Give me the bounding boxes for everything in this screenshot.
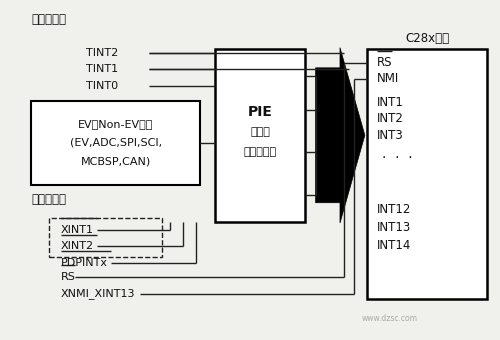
- Text: INT13: INT13: [378, 221, 412, 234]
- Text: XNMI_XINT13: XNMI_XINT13: [61, 289, 136, 300]
- Bar: [368, 49, 486, 299]
- Text: MCBSP,CAN): MCBSP,CAN): [80, 156, 151, 166]
- Text: RS: RS: [61, 272, 76, 282]
- Text: （外设: （外设: [250, 127, 270, 137]
- Bar: [215, 49, 304, 222]
- Text: INT14: INT14: [378, 239, 412, 252]
- Text: TINT2: TINT2: [86, 48, 118, 58]
- Text: PDPINTx: PDPINTx: [61, 258, 108, 268]
- Text: 内部中断源: 内部中断源: [31, 13, 66, 26]
- Text: (EV,ADC,SPI,SCI,: (EV,ADC,SPI,SCI,: [70, 138, 162, 148]
- Text: INT1: INT1: [378, 96, 404, 109]
- Bar: [49, 218, 162, 257]
- Text: ·  ·  ·: · · ·: [382, 151, 413, 165]
- Text: 中断扩展）: 中断扩展）: [244, 147, 276, 157]
- Bar: [31, 101, 200, 185]
- Text: TINT0: TINT0: [86, 81, 118, 91]
- Text: TINT1: TINT1: [86, 64, 118, 74]
- Text: INT12: INT12: [378, 203, 412, 216]
- Text: C28x内核: C28x内核: [405, 32, 449, 45]
- Text: INT3: INT3: [378, 129, 404, 142]
- Text: INT2: INT2: [378, 112, 404, 125]
- Polygon shape: [316, 48, 365, 223]
- Text: RS: RS: [378, 56, 393, 69]
- Text: www.dzsc.com: www.dzsc.com: [361, 314, 417, 323]
- Text: EV和Non-EV外设: EV和Non-EV外设: [78, 119, 154, 129]
- Text: NMI: NMI: [378, 72, 400, 85]
- Text: 外部中断源: 外部中断源: [31, 193, 66, 206]
- Text: XINT1: XINT1: [61, 224, 94, 235]
- Text: PIE: PIE: [248, 105, 272, 119]
- Text: XINT2: XINT2: [61, 241, 94, 251]
